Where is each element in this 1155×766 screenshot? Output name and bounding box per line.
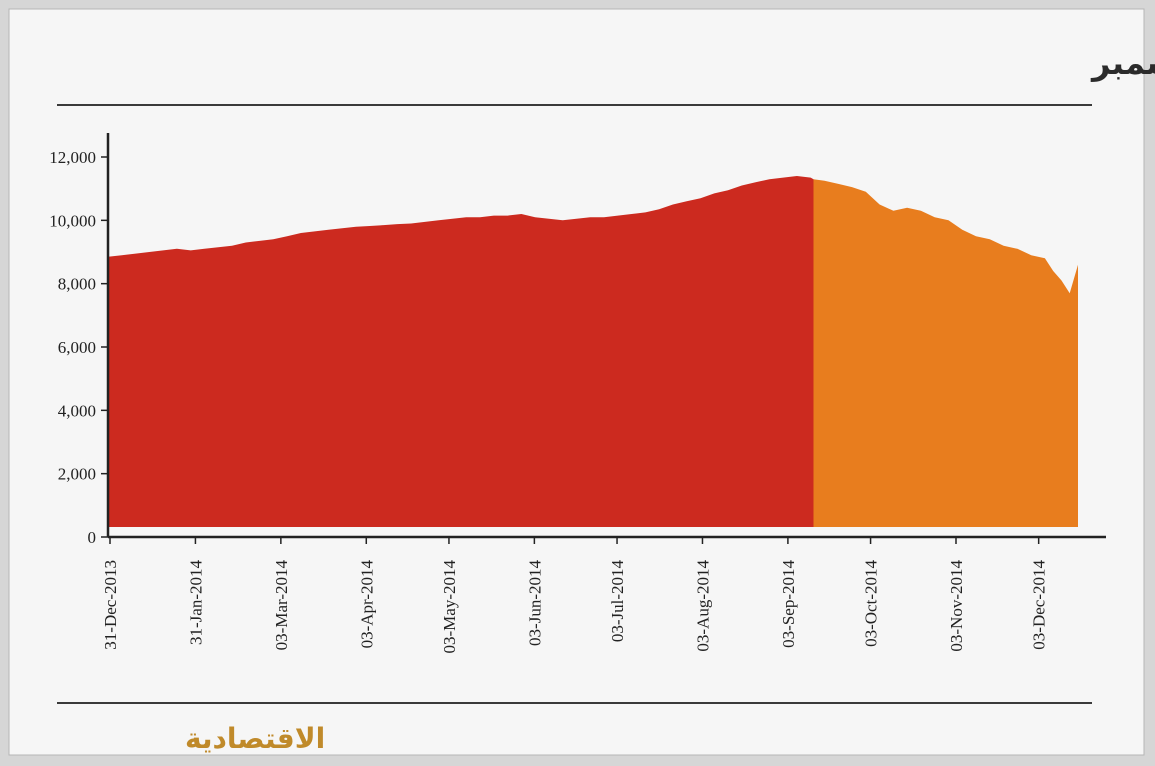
axes: 0 2,000 4,000 6,000 8,000 10,000 12,000 31-Dec-… [49, 133, 1106, 653]
x-tick-label: 03-Nov-2014 [947, 560, 966, 652]
y-tick-label: 2,000 [58, 465, 96, 484]
x-tick-label: 31-Dec-2013 [101, 560, 120, 650]
y-tick-label: 6,000 [58, 338, 96, 357]
y-tick-label: 10,000 [49, 211, 96, 230]
x-tick-label: 03-Apr-2014 [357, 560, 376, 649]
y-tick-label: 4,000 [58, 401, 96, 420]
x-tick-label: 03-Sep-2014 [779, 560, 798, 648]
x-tick-label: 03-Aug-2014 [693, 560, 712, 652]
x-tick-label: 03-Oct-2014 [862, 560, 881, 647]
plot-area [108, 176, 1078, 527]
x-tick-label: 03-Jun-2014 [525, 560, 544, 646]
area-before-split [108, 176, 814, 527]
x-tick-label: 03-Dec-2014 [1030, 560, 1049, 650]
x-tick-label: 03-May-2014 [440, 560, 459, 654]
y-tick-label: 8,000 [58, 275, 96, 294]
y-tick-label: 12,000 [49, 148, 96, 167]
x-tick-label: 31-Jan-2014 [186, 560, 205, 645]
x-tick-label: 03-Jul-2014 [608, 560, 627, 643]
x-tick-label: 03-Mar-2014 [272, 560, 291, 651]
area-after-split [813, 179, 1078, 527]
brand-logo: الاقتصادية [185, 722, 325, 755]
chart-title: أداء مؤشر سوق الأسهم السعودية منذ 2014 و… [1090, 42, 1155, 82]
y-tick-label: 0 [88, 528, 97, 547]
